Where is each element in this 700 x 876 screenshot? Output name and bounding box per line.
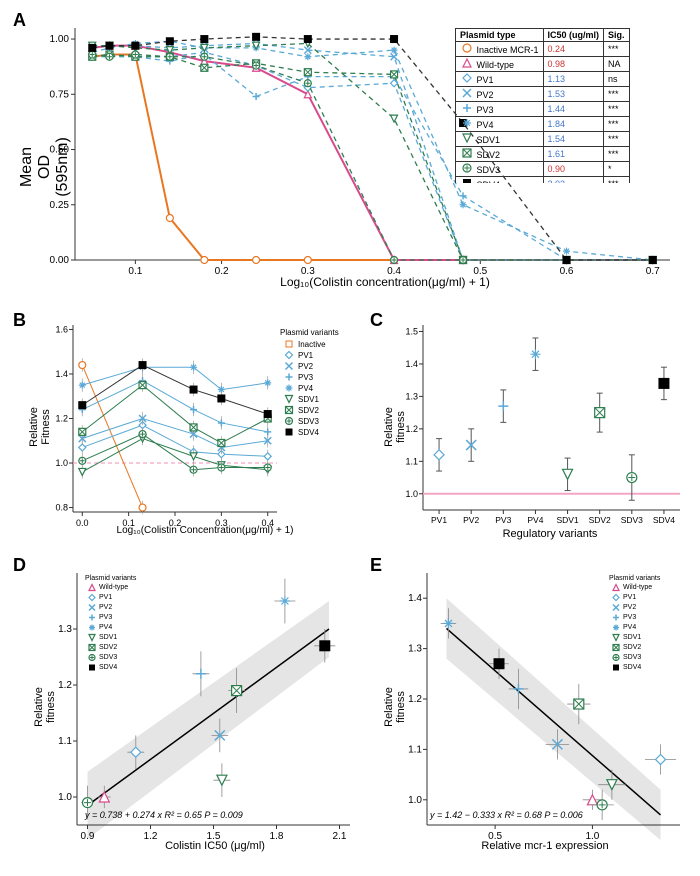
svg-text:1.5: 1.5 <box>405 326 418 336</box>
svg-text:1.4: 1.4 <box>408 593 422 604</box>
panel-b: 0.00.10.20.30.40.81.01.21.41.6Plasmid va… <box>55 320 355 540</box>
panel-d: 0.91.21.51.82.11.01.11.21.3Plasmid varia… <box>55 565 355 855</box>
panel-d-xlabel: Colistin IC50 (μg/ml) <box>105 840 325 852</box>
svg-text:1.6: 1.6 <box>55 324 68 334</box>
panel-a-ylabel: Mean OD (595nm) <box>18 137 72 197</box>
panel-b-xlabel: Log₁₀(Colistin Concentration(μg/ml) + 1) <box>65 525 345 536</box>
svg-text:1.0: 1.0 <box>408 795 422 806</box>
svg-text:1.1: 1.1 <box>405 456 418 466</box>
panel-b-label: B <box>13 310 26 331</box>
svg-text:1.4: 1.4 <box>55 369 68 379</box>
svg-text:1.0: 1.0 <box>58 792 72 803</box>
panel-c-ylabel: Relative fitness <box>383 397 407 457</box>
svg-text:SDV4: SDV4 <box>653 515 675 525</box>
svg-text:1.2: 1.2 <box>405 424 418 434</box>
panel-e-equation: y = 1.42 − 0.333 x R² = 0.68 P = 0.006 <box>430 810 583 820</box>
panel-a-table: Plasmid typeIC50 (ug/ml)Sig. Inactive MC… <box>455 28 630 183</box>
panel-c-xlabel: Regulatory variants <box>435 528 665 540</box>
svg-text:SDV1: SDV1 <box>556 515 578 525</box>
svg-text:0.00: 0.00 <box>50 255 70 266</box>
svg-text:PV1: PV1 <box>431 515 447 525</box>
panel-d-ylabel: Relative fitness <box>33 677 57 737</box>
svg-text:0.8: 0.8 <box>55 503 68 513</box>
svg-text:1.3: 1.3 <box>58 624 72 635</box>
panel-a-label: A <box>13 10 26 31</box>
panel-d-equation: y = 0.738 + 0.274 x R² = 0.65 P = 0.009 <box>85 810 243 820</box>
panel-e-ylabel: Relative fitness <box>383 677 407 737</box>
panel-b-chart: 0.00.10.20.30.40.81.01.21.41.6Plasmid va… <box>55 320 355 540</box>
svg-text:0.6: 0.6 <box>560 266 574 277</box>
svg-text:1.2: 1.2 <box>408 694 422 705</box>
svg-text:SDV2: SDV2 <box>589 515 611 525</box>
svg-text:1.3: 1.3 <box>408 644 422 655</box>
panel-c: PV1 PV2 PV3 PV4 SDV1 SDV2 SDV3 SDV4 1.0 1.1 1.2 1.3… <box>405 320 685 540</box>
svg-text:1.1: 1.1 <box>408 744 422 755</box>
svg-text:1.00: 1.00 <box>50 34 70 45</box>
svg-text:0.9: 0.9 <box>81 831 95 842</box>
svg-text:2.1: 2.1 <box>333 831 347 842</box>
svg-text:1.0: 1.0 <box>55 458 68 468</box>
svg-text:1.1: 1.1 <box>58 736 72 747</box>
panel-c-label: C <box>370 310 383 331</box>
svg-text:1.4: 1.4 <box>405 359 418 369</box>
panel-d-label: D <box>13 555 26 576</box>
svg-text:SDV3: SDV3 <box>621 515 643 525</box>
panel-a-chart: 0.10.20.30.40.50.60.70.000.250.500.751.0… <box>60 20 680 290</box>
svg-text:1.2: 1.2 <box>58 680 72 691</box>
svg-text:0.25: 0.25 <box>50 200 70 211</box>
svg-text:1.0: 1.0 <box>405 489 418 499</box>
svg-text:1.3: 1.3 <box>405 391 418 401</box>
panel-e: 0.51.01.01.11.21.31.4Plasmid variantsWil… <box>405 565 685 855</box>
svg-text:0.75: 0.75 <box>50 89 70 100</box>
figure-container: A 0.10.20.30.40.50.60.70.000.250.500.751… <box>10 10 690 866</box>
svg-text:1.2: 1.2 <box>55 414 68 424</box>
panel-e-label: E <box>370 555 382 576</box>
panel-b-ylabel: Relative Fitness <box>28 397 52 457</box>
svg-text:PV2: PV2 <box>463 515 479 525</box>
svg-text:PV4: PV4 <box>527 515 543 525</box>
svg-text:0.1: 0.1 <box>128 266 142 277</box>
svg-text:PV3: PV3 <box>495 515 511 525</box>
panel-a: 0.10.20.30.40.50.60.70.000.250.500.751.0… <box>60 20 680 290</box>
panel-e-xlabel: Relative mcr-1 expression <box>435 840 655 852</box>
panel-a-xlabel: Log₁₀(Colistin concentration(μg/ml) + 1) <box>210 275 560 289</box>
panel-c-chart: PV1 PV2 PV3 PV4 SDV1 SDV2 SDV3 SDV4 1.0 1.1 1.2 1.3… <box>405 320 685 540</box>
svg-text:0.7: 0.7 <box>646 266 660 277</box>
